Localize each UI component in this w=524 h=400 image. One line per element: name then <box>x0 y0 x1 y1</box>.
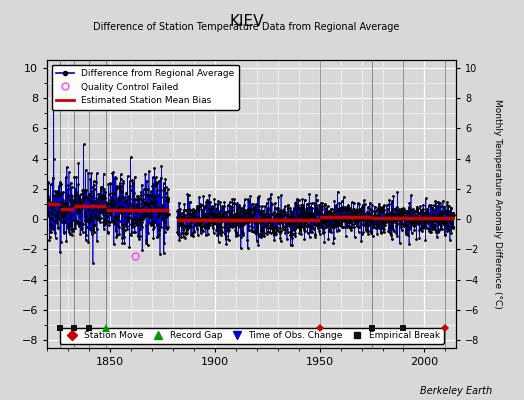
Y-axis label: Monthly Temperature Anomaly Difference (°C): Monthly Temperature Anomaly Difference (… <box>493 99 502 309</box>
Text: Berkeley Earth: Berkeley Earth <box>420 386 493 396</box>
Legend: Station Move, Record Gap, Time of Obs. Change, Empirical Break: Station Move, Record Gap, Time of Obs. C… <box>60 328 443 344</box>
Text: KIEV: KIEV <box>229 14 264 29</box>
Text: Difference of Station Temperature Data from Regional Average: Difference of Station Temperature Data f… <box>93 22 399 32</box>
